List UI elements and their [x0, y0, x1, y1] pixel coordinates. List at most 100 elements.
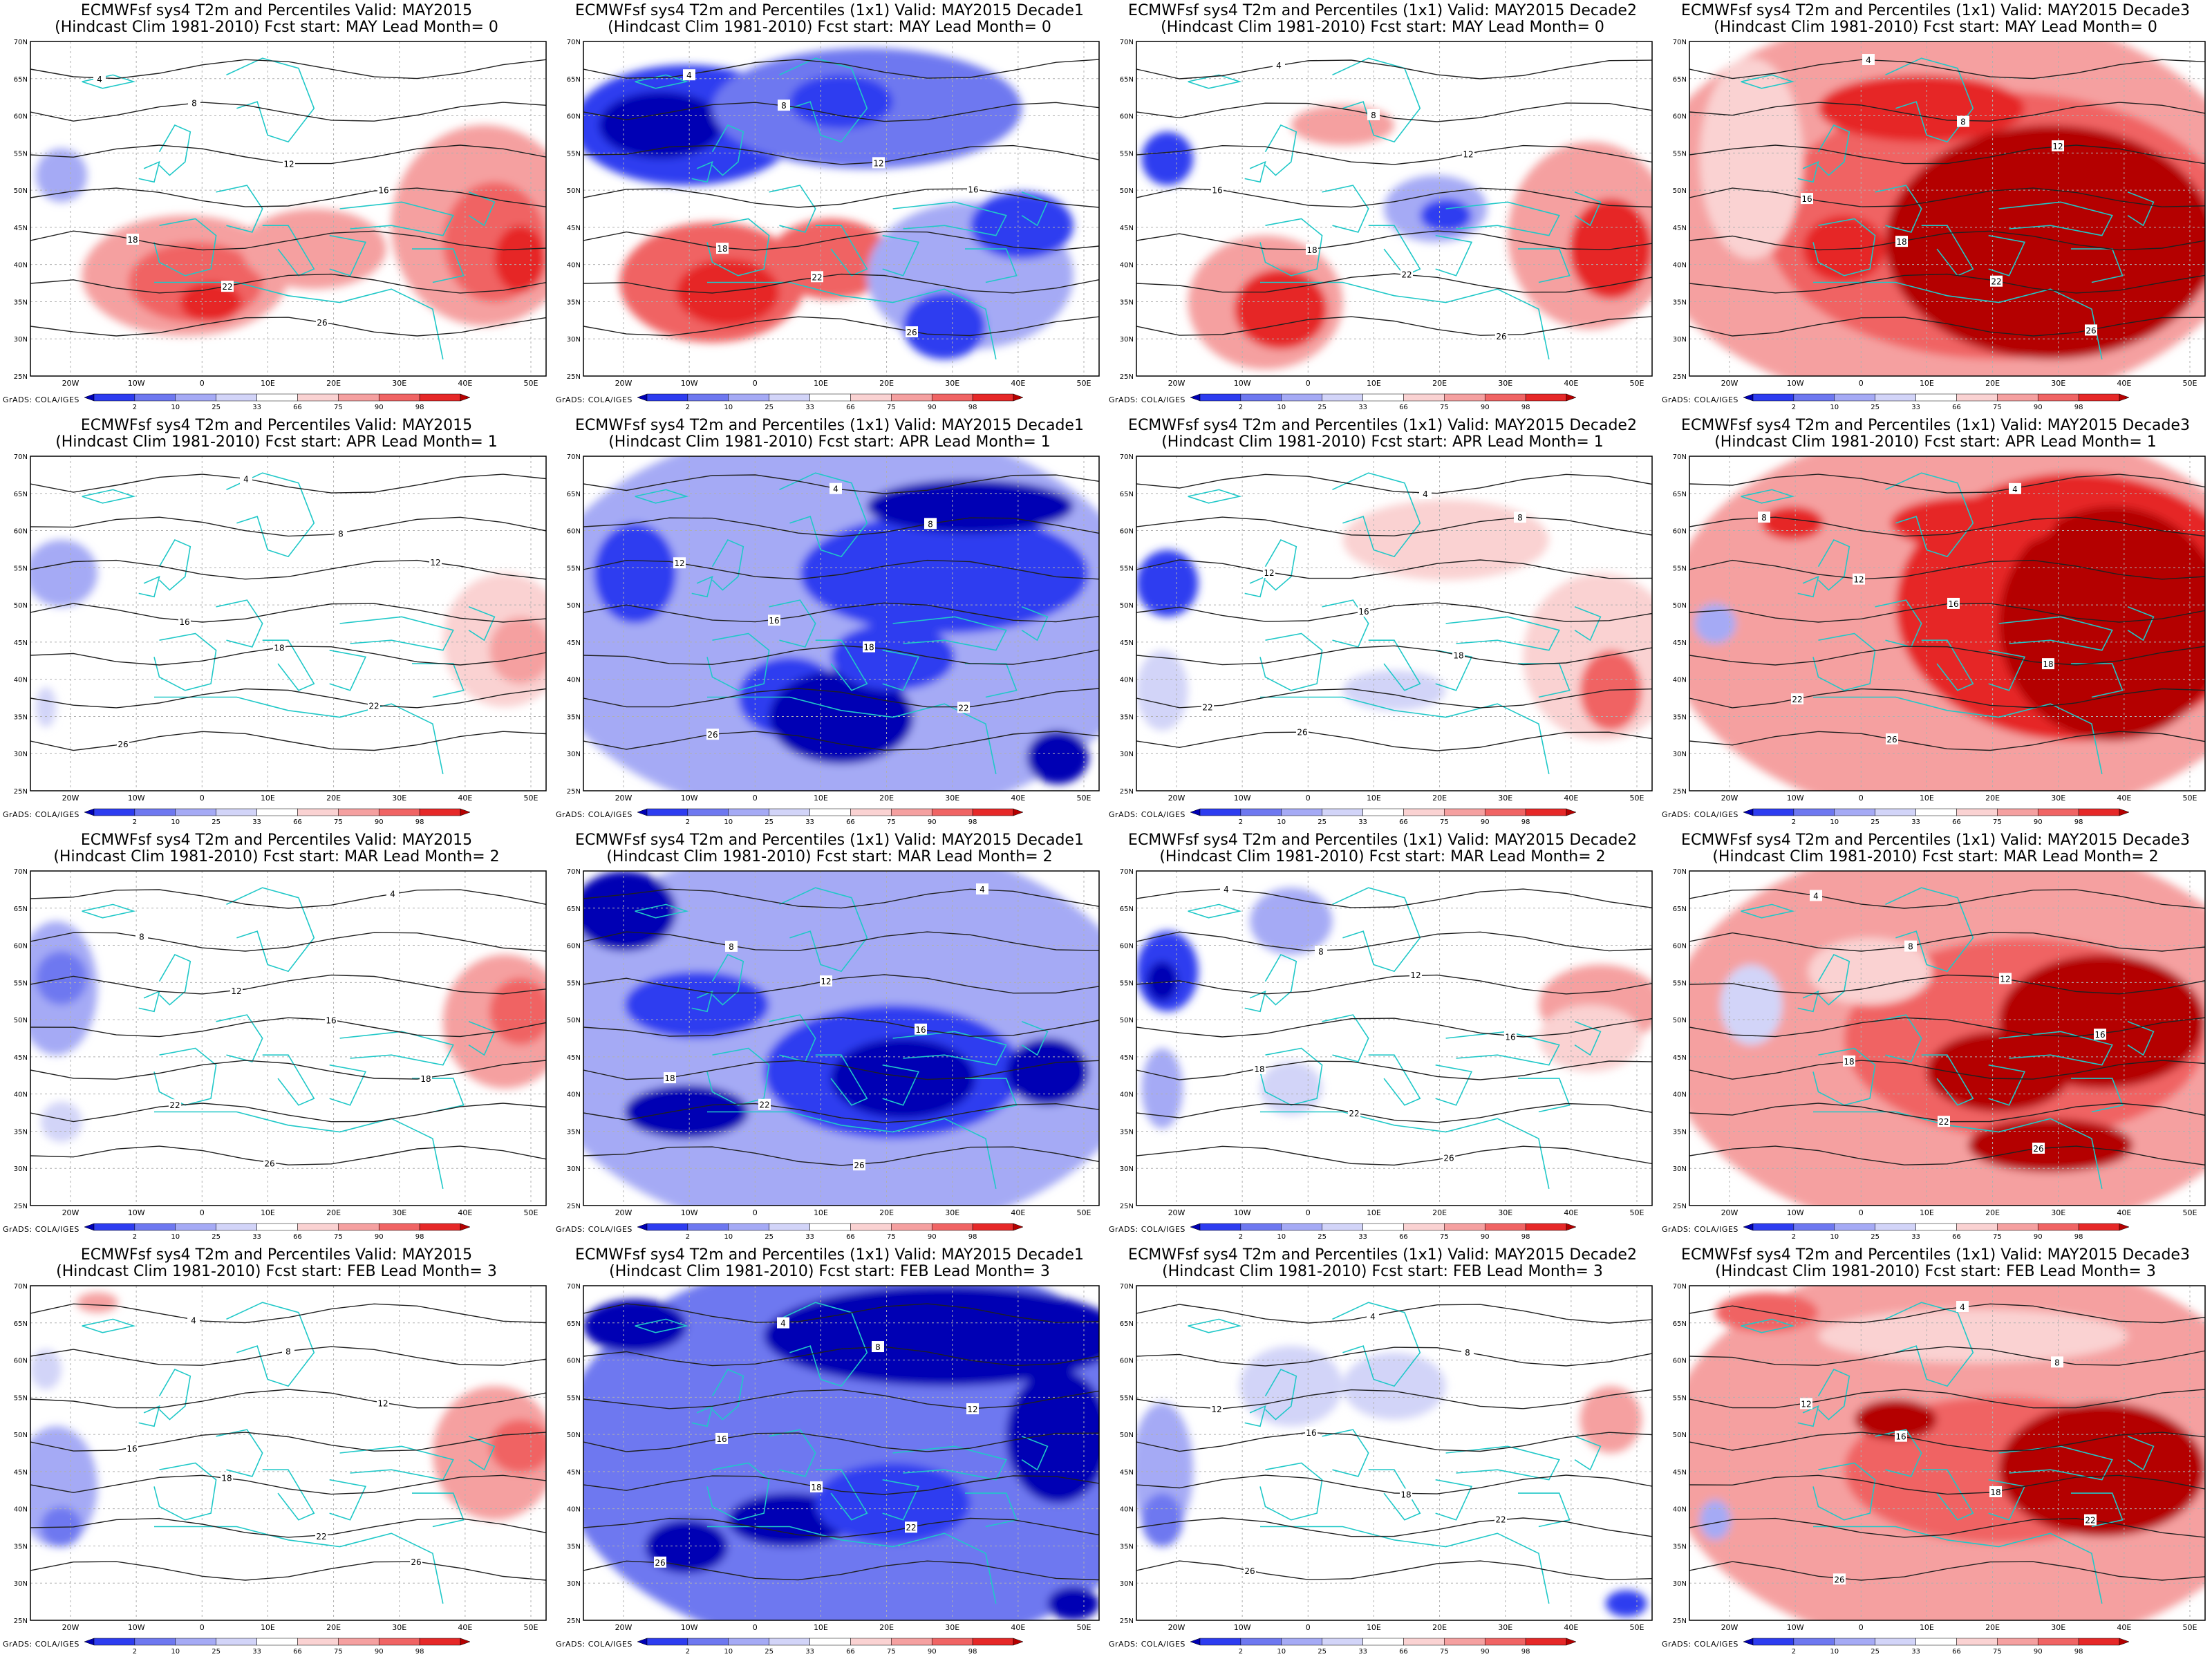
contour-label: 18 — [221, 1473, 232, 1483]
coastline — [1260, 696, 1550, 774]
coastline — [691, 160, 713, 183]
lon-tick-label: 0 — [200, 794, 205, 803]
contour-label: 16 — [1801, 194, 1812, 204]
contour-label: 8 — [781, 101, 787, 111]
lat-tick-label: 65N — [14, 491, 28, 498]
legend-tick-label: 66 — [293, 1233, 302, 1241]
lat-tick-label: 25N — [1120, 1618, 1134, 1625]
contour-label: 8 — [1908, 942, 1913, 952]
lon-tick-label: 10W — [128, 794, 145, 803]
legend-swatch — [378, 808, 420, 816]
legend-swatch — [378, 393, 420, 402]
lat-tick-label: 40N — [1673, 262, 1687, 270]
legend-tick-label: 2 — [133, 1233, 137, 1241]
coastline — [138, 1405, 160, 1427]
contour-label: 26 — [411, 1557, 421, 1567]
lat-tick-label: 45N — [14, 639, 28, 647]
coastline — [1875, 185, 1922, 233]
lat-tick-label: 25N — [1120, 373, 1134, 381]
lat-tick-label: 45N — [14, 1054, 28, 1062]
legend-tick-label: 90 — [2034, 1233, 2043, 1241]
legend-tick-label: 75 — [1993, 1233, 2002, 1241]
coastline — [153, 218, 217, 276]
percentile-shading — [1006, 1038, 1089, 1105]
legend-tick-label: 33 — [805, 1233, 814, 1241]
contour-label: 22 — [2085, 1516, 2095, 1526]
forecast-panel: ECMWFsf sys4 T2m and Percentiles (1x1) V… — [1659, 415, 2212, 830]
panel-subtitle: (Hindcast Clim 1981-2010) Fcst start: MA… — [1161, 19, 1604, 36]
lon-tick-label: 30E — [945, 1208, 959, 1217]
coastline — [1188, 489, 1242, 504]
lon-tick-label: 0 — [1859, 379, 1864, 388]
lat-tick-label: 70N — [567, 39, 581, 46]
percentile-shading — [867, 479, 1074, 534]
lat-tick-label: 70N — [1120, 1283, 1134, 1291]
lon-tick-label: 10W — [1234, 1208, 1251, 1217]
lat-tick-label: 30N — [567, 751, 581, 758]
coastline — [1885, 472, 1974, 558]
isotherm-contour — [30, 1060, 546, 1080]
coastline — [153, 1047, 217, 1106]
legend-swatch — [1915, 393, 1957, 402]
contour-label: 12 — [2052, 142, 2063, 151]
coastline — [711, 1368, 744, 1421]
lat-tick-label: 35N — [567, 713, 581, 721]
percentile-map: 4 8 12 16 18 22 26 70N 65N 60N 55N 50N 45N 40N 35N 30N 2… — [567, 453, 1100, 826]
coastline — [779, 472, 868, 558]
legend-tick-label: 25 — [765, 1648, 774, 1656]
contour-label: 12 — [1264, 568, 1274, 578]
lon-tick-label: 20W — [1721, 794, 1738, 803]
lon-tick-label: 40E — [1564, 379, 1578, 388]
isotherm-contour — [1136, 144, 1652, 165]
coastline — [691, 1405, 713, 1427]
coastline — [1741, 74, 1795, 89]
legend-tick-label: 10 — [1830, 1648, 1839, 1656]
percentile-map: 4 8 12 16 18 22 26 70N 65N 60N 55N 50N 45N 40N 35N 30N 2… — [1120, 453, 1653, 826]
coastline — [1445, 201, 1560, 236]
legend-tick-label: 90 — [1481, 818, 1490, 826]
forecast-panel: ECMWFsf sys4 T2m and Percentiles (1x1) V… — [553, 415, 1106, 830]
lon-tick-label: 20E — [1985, 1208, 2000, 1217]
coastline — [691, 990, 713, 1013]
coastline — [1998, 201, 2113, 236]
isotherm-contour — [1689, 187, 2205, 207]
legend-tick-label: 10 — [1277, 1648, 1286, 1656]
lat-tick-label: 25N — [1673, 373, 1687, 381]
isotherm-contour — [1689, 932, 2205, 952]
lon-tick-label: 0 — [200, 1623, 205, 1632]
coastline — [1259, 632, 1323, 691]
lat-tick-label: 40N — [1120, 262, 1134, 270]
lon-tick-label: 10W — [1787, 1208, 1804, 1217]
lon-tick-label: 50E — [2183, 1623, 2197, 1632]
coastline — [2071, 248, 2124, 283]
lon-tick-label: 30E — [1498, 794, 1512, 803]
isotherm-contour — [1136, 102, 1652, 122]
coastline — [339, 201, 454, 236]
lat-tick-label: 70N — [1120, 453, 1134, 461]
lat-tick-label: 55N — [1673, 565, 1687, 572]
contour-label: 12 — [430, 558, 440, 568]
panel-subtitle: (Hindcast Clim 1981-2010) Fcst start: MA… — [1714, 19, 2157, 36]
isotherm-contour — [30, 474, 546, 494]
contour-label: 12 — [1801, 1399, 1811, 1409]
contour-label: 12 — [1853, 575, 1864, 585]
panel-title: ECMWFsf sys4 T2m and Percentiles (1x1) V… — [1681, 832, 2190, 849]
legend-swatch — [687, 393, 729, 402]
legend-swatch — [972, 393, 1014, 402]
legend-swatch — [297, 808, 339, 816]
contour-label: 22 — [812, 272, 822, 282]
lon-tick-label: 0 — [753, 794, 758, 803]
panel-title: ECMWFsf sys4 T2m and Percentiles Valid: … — [80, 832, 473, 849]
lon-tick-label: 0 — [1306, 1623, 1311, 1632]
coastline — [635, 74, 689, 89]
legend-swatch — [728, 393, 769, 402]
legend-tick-label: 98 — [415, 1648, 424, 1656]
panel-subtitle: (Hindcast Clim 1981-2010) Fcst start: AP… — [608, 433, 1051, 451]
percentile-shading — [769, 670, 914, 765]
isotherm-contour — [30, 889, 546, 909]
lon-tick-label: 20E — [326, 1208, 341, 1217]
lon-tick-label: 0 — [1306, 379, 1311, 388]
contour-label: 4 — [390, 890, 395, 899]
legend-swatch — [378, 1638, 420, 1646]
legend-tick-label: 66 — [1399, 818, 1408, 826]
